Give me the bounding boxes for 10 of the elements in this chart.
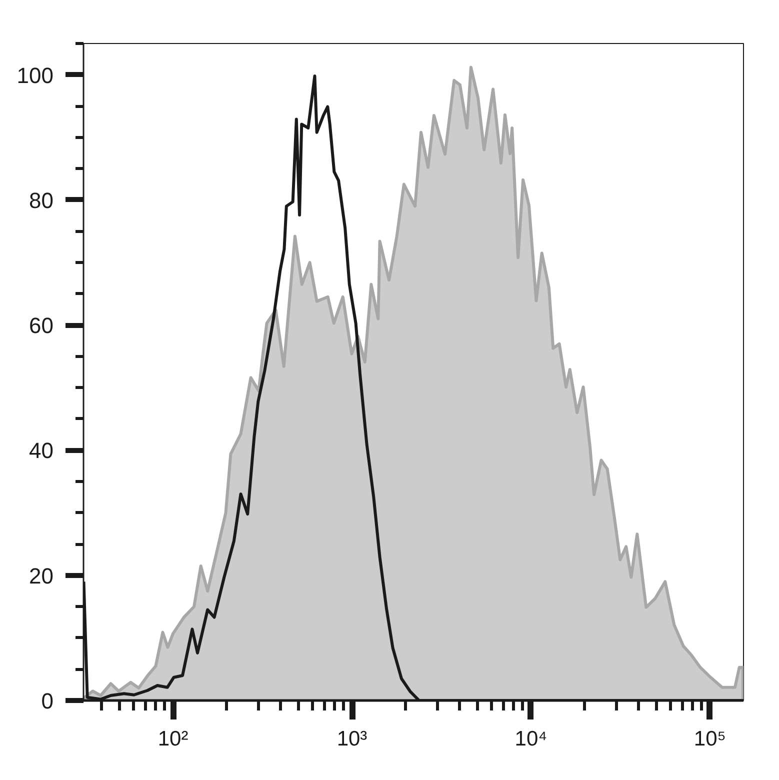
y-tick-label: 60 bbox=[29, 313, 54, 338]
x-tick-label: 10⁵ bbox=[694, 728, 726, 750]
x-tick-label: 10³ bbox=[336, 728, 368, 750]
y-tick-label: 40 bbox=[29, 438, 54, 464]
x-tick-label: 10² bbox=[158, 728, 188, 750]
x-tick-label: 10⁴ bbox=[514, 728, 548, 750]
y-tick-label: 100 bbox=[16, 62, 54, 88]
y-tick-label: 20 bbox=[29, 563, 54, 588]
y-tick-label: 0 bbox=[41, 688, 54, 714]
y-tick-label: 80 bbox=[29, 188, 54, 213]
